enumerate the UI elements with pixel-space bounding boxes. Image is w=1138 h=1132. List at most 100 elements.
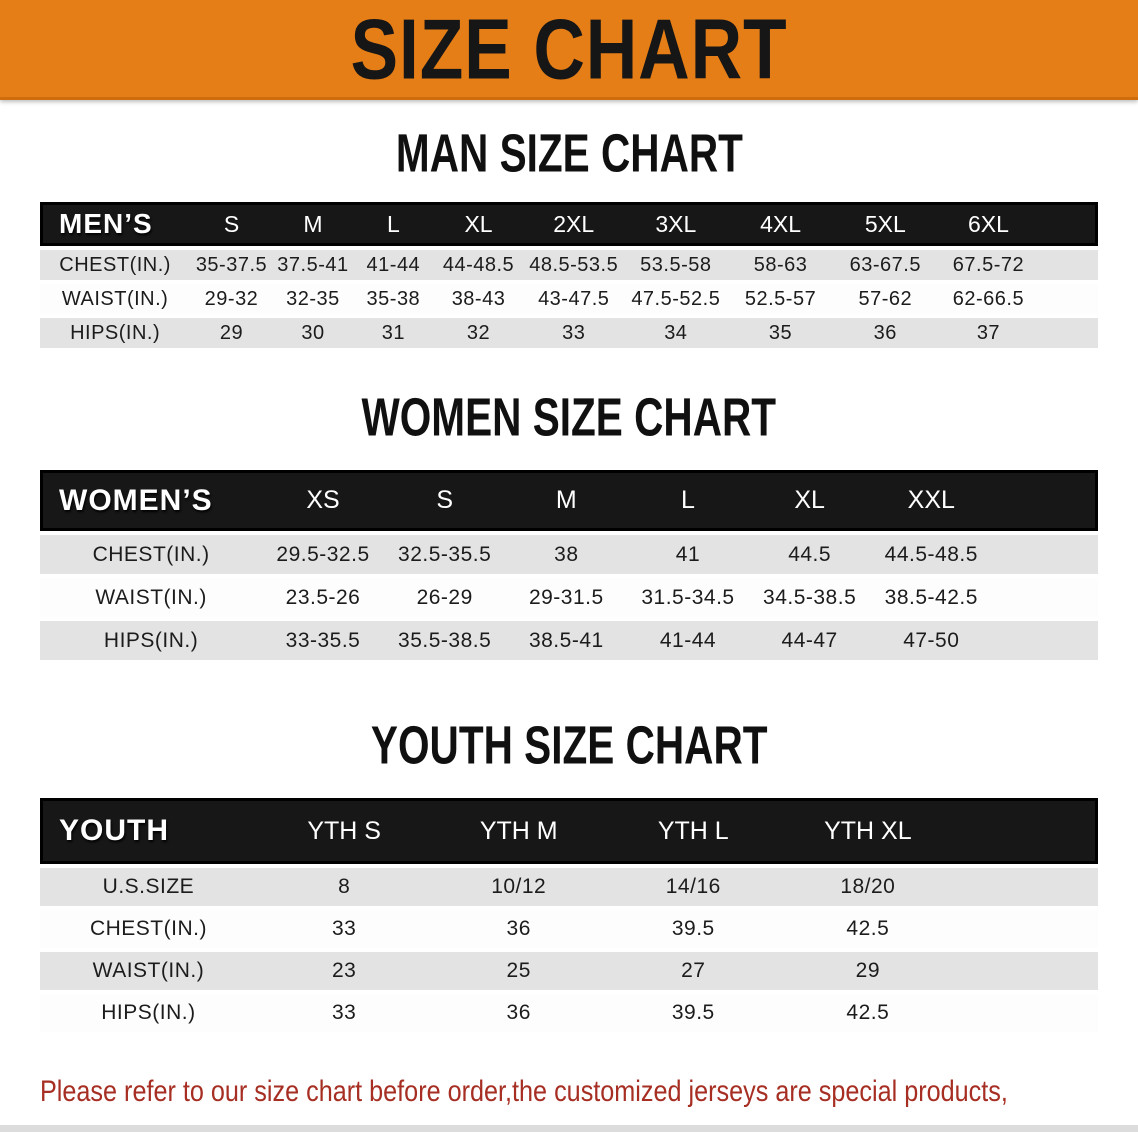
column-header: XXL <box>870 470 993 531</box>
size-cell: 18/20 <box>780 868 956 906</box>
size-cell: 36 <box>833 318 938 348</box>
row-label: HIPS(IN.) <box>40 318 191 348</box>
column-header: 4XL <box>727 202 834 246</box>
size-cell: 8 <box>256 868 432 906</box>
size-cell: 30 <box>272 318 354 348</box>
column-header: M <box>505 470 628 531</box>
size-cell: 35-38 <box>353 284 434 314</box>
size-cell: 29-31.5 <box>505 578 628 617</box>
column-header: YTH M <box>431 798 606 864</box>
row-pad-cell <box>992 535 1098 574</box>
table-row: HIPS(IN.) 33-35.5 35.5-38.5 38.5-41 41-44 44-… <box>40 621 1098 660</box>
row-label: CHEST(IN.) <box>40 910 257 948</box>
disclaimer-note: Please refer to our size chart before or… <box>40 1068 1138 1132</box>
table-row: CHEST(IN.) 33 36 39.5 42.5 <box>40 910 1098 948</box>
row-pad-cell <box>955 994 1098 1032</box>
size-cell: 37 <box>937 318 1040 348</box>
women-section-heading: WOMEN SIZE CHART <box>0 387 1138 449</box>
header-pad-cell <box>1039 202 1098 246</box>
header-pad-cell <box>992 470 1098 531</box>
size-cell: 23 <box>256 952 432 990</box>
image-bottom-edge <box>0 1125 1138 1132</box>
column-header: L <box>353 202 434 246</box>
size-cell: 53.5-58 <box>623 250 728 280</box>
size-cell: 35.5-38.5 <box>383 621 506 660</box>
size-cell: 10/12 <box>431 868 606 906</box>
size-cell: 27 <box>606 952 781 990</box>
size-cell: 38 <box>505 535 628 574</box>
size-cell: 32.5-35.5 <box>383 535 506 574</box>
disclaimer-line-1: Please refer to our size chart before or… <box>40 1075 1008 1108</box>
size-cell: 52.5-57 <box>727 284 834 314</box>
size-cell: 58-63 <box>727 250 834 280</box>
row-pad-cell <box>955 868 1098 906</box>
row-pad-cell <box>1039 318 1098 348</box>
size-cell: 62-66.5 <box>937 284 1040 314</box>
row-label: CHEST(IN.) <box>40 250 191 280</box>
size-cell: 36 <box>431 994 606 1032</box>
size-cell: 34.5-38.5 <box>748 578 871 617</box>
size-cell: 67.5-72 <box>937 250 1040 280</box>
size-cell: 33 <box>523 318 624 348</box>
women-section-heading-text: WOMEN SIZE CHART <box>361 387 777 449</box>
size-chart-banner: SIZE CHART <box>0 0 1138 100</box>
table-row: WAIST(IN.) 23.5-26 26-29 29-31.5 31.5-34.5 34… <box>40 578 1098 617</box>
size-cell: 38-43 <box>433 284 524 314</box>
row-pad-cell <box>955 910 1098 948</box>
size-cell: 14/16 <box>606 868 781 906</box>
column-header: YTH XL <box>780 798 956 864</box>
table-row: CHEST(IN.) 35-37.5 37.5-41 41-44 44-48.5 48.5… <box>40 250 1098 280</box>
column-header: 5XL <box>833 202 938 246</box>
size-cell: 31.5-34.5 <box>627 578 749 617</box>
row-label: HIPS(IN.) <box>40 994 257 1032</box>
youth-size-table: YOUTH YTH S YTH M YTH L YTH XL U.S.SIZE 8 10/1… <box>40 794 1098 1036</box>
column-header: XS <box>262 470 384 531</box>
size-cell: 41-44 <box>627 621 749 660</box>
table-header-row: YOUTH YTH S YTH M YTH L YTH XL <box>40 798 1098 864</box>
table-header-row: MEN’S S M L XL 2XL 3XL 4XL 5XL 6XL <box>40 202 1098 246</box>
size-cell: 38.5-42.5 <box>870 578 993 617</box>
size-cell: 29-32 <box>190 284 273 314</box>
row-label: WAIST(IN.) <box>40 578 263 617</box>
size-cell: 57-62 <box>833 284 938 314</box>
size-cell: 33 <box>256 910 432 948</box>
size-cell: 42.5 <box>780 910 956 948</box>
size-cell: 37.5-41 <box>272 250 354 280</box>
size-cell: 29 <box>190 318 273 348</box>
column-header: YTH L <box>606 798 781 864</box>
table-row: HIPS(IN.) 29 30 31 32 33 34 35 36 37 <box>40 318 1098 348</box>
size-cell: 44-47 <box>748 621 871 660</box>
size-cell: 41 <box>627 535 749 574</box>
men-section-heading: MAN SIZE CHART <box>0 127 1138 181</box>
row-label: HIPS(IN.) <box>40 621 263 660</box>
size-cell: 32 <box>433 318 524 348</box>
table-group-label: YOUTH <box>40 798 257 864</box>
size-cell: 29.5-32.5 <box>262 535 384 574</box>
column-header: S <box>190 202 273 246</box>
youth-section-heading-text: YOUTH SIZE CHART <box>370 715 768 777</box>
size-cell: 44.5-48.5 <box>870 535 993 574</box>
column-header: XL <box>433 202 524 246</box>
size-cell: 36 <box>431 910 606 948</box>
column-header: S <box>383 470 506 531</box>
women-size-table: WOMEN’S XS S M L XL XXL CHEST(IN.) 29.5-32.5 32.… <box>40 466 1098 664</box>
size-cell: 31 <box>353 318 434 348</box>
row-pad-cell <box>1039 250 1098 280</box>
size-cell: 35 <box>727 318 834 348</box>
row-pad-cell <box>1039 284 1098 314</box>
banner-title: SIZE CHART <box>350 0 788 97</box>
table-row: HIPS(IN.) 33 36 39.5 42.5 <box>40 994 1098 1032</box>
row-pad-cell <box>992 621 1098 660</box>
column-header: L <box>627 470 749 531</box>
column-header: 2XL <box>523 202 624 246</box>
size-cell: 63-67.5 <box>833 250 938 280</box>
size-cell: 43-47.5 <box>523 284 624 314</box>
size-cell: 39.5 <box>606 994 781 1032</box>
header-pad-cell <box>955 798 1098 864</box>
table-group-label: MEN’S <box>40 202 191 246</box>
table-header-row: WOMEN’S XS S M L XL XXL <box>40 470 1098 531</box>
size-cell: 47.5-52.5 <box>623 284 728 314</box>
size-cell: 42.5 <box>780 994 956 1032</box>
table-row: WAIST(IN.) 29-32 32-35 35-38 38-43 43-47.5 47.… <box>40 284 1098 314</box>
size-cell: 32-35 <box>272 284 354 314</box>
